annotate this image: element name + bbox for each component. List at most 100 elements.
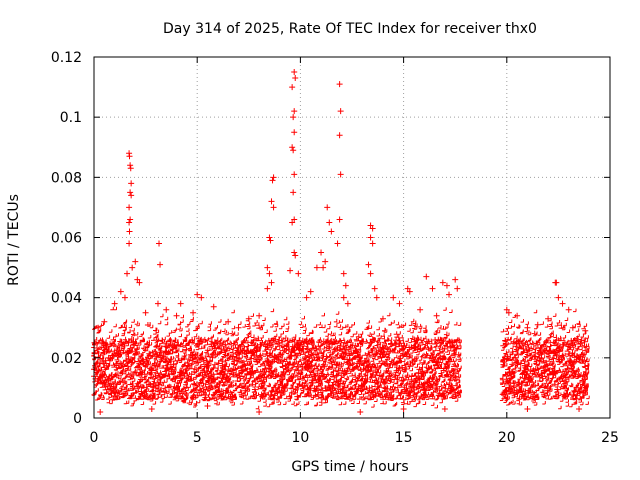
data-point (142, 309, 149, 316)
data-point (290, 189, 297, 196)
data-point (126, 219, 133, 226)
data-point (324, 204, 331, 211)
data-point (194, 291, 201, 298)
data-point (256, 312, 263, 319)
data-point (198, 294, 205, 301)
data-point (256, 408, 263, 415)
data-point (336, 132, 343, 139)
data-point (404, 285, 411, 292)
data-point (126, 228, 133, 235)
data-point (505, 309, 512, 316)
x-tick-labels: 0 5 10 15 20 25 (90, 430, 619, 446)
data-point (559, 300, 566, 307)
data-point (111, 300, 118, 307)
data-point (417, 306, 424, 313)
data-point (423, 273, 430, 280)
data-point (524, 405, 531, 412)
x-tick-label: 15 (395, 430, 413, 446)
data-point (503, 306, 510, 313)
data-point (289, 84, 296, 91)
data-point (340, 270, 347, 277)
data-point (268, 279, 275, 286)
data-point (336, 216, 343, 223)
data-point (127, 216, 134, 223)
data-point (337, 171, 344, 178)
data-point (291, 108, 298, 115)
data-point (210, 303, 217, 310)
data-point (157, 261, 164, 268)
data-point (534, 321, 541, 328)
data-point (373, 294, 380, 301)
data-point (439, 279, 446, 286)
x-tick-label: 20 (498, 430, 516, 446)
data-point (124, 270, 131, 277)
data-point (400, 405, 407, 412)
data-point (163, 306, 170, 313)
data-point (267, 237, 274, 244)
data-point (337, 108, 344, 115)
data-point (336, 81, 343, 88)
data-points-layer (95, 69, 589, 415)
x-axis-title: GPS time / hours (291, 459, 408, 475)
data-point (357, 408, 364, 415)
data-point (190, 309, 197, 316)
data-point (132, 258, 139, 265)
data-point (524, 324, 531, 331)
data-point (367, 234, 374, 241)
data-point (429, 285, 436, 292)
data-point (291, 171, 298, 178)
data-point (173, 312, 180, 319)
y-tick-label: 0.04 (51, 291, 82, 307)
data-point (446, 291, 453, 298)
data-point (313, 264, 320, 271)
y-tick-label: 0.1 (60, 110, 82, 126)
data-point (95, 324, 102, 331)
data-point (371, 285, 378, 292)
data-point (148, 405, 155, 412)
data-point (328, 228, 335, 235)
data-point (365, 261, 372, 268)
data-point (127, 165, 134, 172)
data-point (270, 174, 277, 181)
data-point (369, 240, 376, 247)
data-point (134, 276, 141, 283)
data-point (126, 240, 133, 247)
data-point (307, 288, 314, 295)
data-point (269, 177, 276, 184)
data-point (136, 279, 143, 286)
data-point (344, 300, 351, 307)
data-point (291, 249, 298, 256)
data-point (303, 294, 310, 301)
data-point (290, 147, 297, 154)
data-point (266, 270, 273, 277)
x-tick-label: 25 (601, 430, 619, 446)
data-point (264, 285, 271, 292)
data-point (127, 189, 134, 196)
data-point (177, 300, 184, 307)
data-point (454, 285, 461, 292)
x-tick-label: 10 (291, 430, 309, 446)
data-point (291, 129, 298, 136)
data-point (292, 75, 299, 82)
data-point (452, 276, 459, 283)
data-point (379, 315, 386, 322)
data-point (101, 318, 108, 325)
data-point (117, 288, 124, 295)
data-point (97, 408, 104, 415)
data-point (129, 264, 136, 271)
data-point (204, 402, 211, 409)
y-tick-label: 0.08 (51, 170, 82, 186)
data-point (289, 219, 296, 226)
data-point (396, 300, 403, 307)
data-point (235, 324, 242, 331)
data-point (342, 282, 349, 289)
data-point (292, 252, 299, 259)
axis-ticks (93, 56, 611, 419)
data-point (433, 312, 440, 319)
data-point (367, 270, 374, 277)
data-point (264, 264, 271, 271)
data-point (565, 306, 572, 313)
data-point (287, 267, 294, 274)
